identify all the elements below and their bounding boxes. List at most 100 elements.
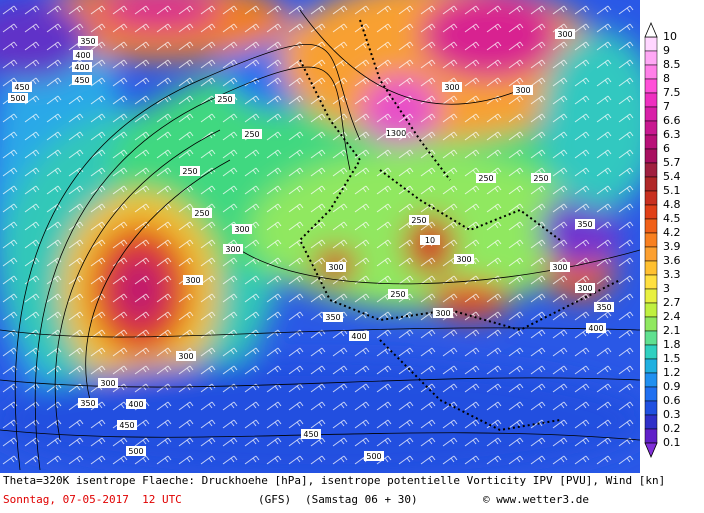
contour-label: 500 [366,452,381,461]
legend-swatch [644,414,658,430]
legend-label: 0.9 [663,380,681,393]
legend-label: 1.2 [663,366,681,379]
legend-label: 3 [663,282,670,295]
contour-label: 450 [303,430,318,439]
contour-label-bg [72,62,92,72]
footer-credit: © www.wetter3.de [483,493,589,506]
legend-arrow-bottom [644,442,658,459]
contour-label-bg [364,451,384,461]
contour-label-bg [555,29,575,39]
contour-label: 300 [557,30,572,39]
legend-label: 6 [663,142,670,155]
footer-model: (GFS) [258,493,292,506]
legend-label: 4.2 [663,226,681,239]
legend-swatch [644,288,658,304]
legend-label: 6.6 [663,114,681,127]
legend-swatch [644,120,658,136]
legend-swatch [644,372,658,388]
legend-swatch [644,246,658,262]
contour-label-bg [594,302,614,312]
contour-label: 350 [80,37,95,46]
legend-swatch [644,64,658,80]
contour-label: 350 [577,220,592,229]
legend-label: 7 [663,100,670,113]
contour-label-bg [323,312,343,322]
contour-label-bg [180,166,200,176]
legend-label: 4.8 [663,198,681,211]
legend-swatch [644,428,658,444]
contour-label-bg [326,262,346,272]
legend-label: 7.5 [663,86,681,99]
legend-arrow-top [644,21,658,38]
contour-label: 400 [128,400,143,409]
contour-label-bg [242,129,262,139]
legend-swatch [644,344,658,360]
contour-label: 300 [178,352,193,361]
contour-label: 350 [80,399,95,408]
legend-swatch [644,148,658,164]
contour-label-bg [78,36,98,46]
contour-label: 400 [351,332,366,341]
contour-label-bg [192,208,212,218]
contour-label-bg [176,351,196,361]
legend-swatch [644,218,658,234]
contour-label: 250 [411,216,426,225]
legend-swatch [644,400,658,416]
legend-swatch [644,176,658,192]
legend-label: 2.1 [663,324,681,337]
contour-label-bg [454,254,474,264]
contour-label: 350 [596,303,611,312]
contour-label-bg [442,82,462,92]
legend-label: 0.6 [663,394,681,407]
legend-label: 3.9 [663,240,681,253]
contour-label: 500 [10,94,25,103]
contour-label-bg [531,173,551,183]
contour-label: 300 [456,255,471,264]
legend-swatch [644,316,658,332]
legend-label: 1.8 [663,338,681,351]
legend-swatch [644,36,658,52]
contour-label: 450 [14,83,29,92]
contour-label-bg [409,215,429,225]
contour-label: 250 [244,130,259,139]
contour-label: 10 [425,236,435,245]
legend-label: 9 [663,44,670,57]
legend-label: 2.7 [663,296,681,309]
legend-label: 5.4 [663,170,681,183]
contour-label: 300 [328,263,343,272]
footer-run: (Samstag 06 + 30) [305,493,418,506]
legend-label: 8.5 [663,58,681,71]
contour-label: 500 [128,447,143,456]
contour-label: 1300 [386,129,406,138]
contour-label-bg [12,82,32,92]
footer-date: Sonntag, 07-05-2017 12 UTC [3,493,182,506]
legend-swatch [644,134,658,150]
legend-swatch [644,330,658,346]
contour-label: 250 [217,95,232,104]
contour-label-bg [476,173,496,183]
contour-label-bg [433,308,453,318]
contour-label-bg [72,75,92,85]
contour-label-bg [586,323,606,333]
contour-label: 400 [588,324,603,333]
legend-swatch [644,302,658,318]
legend-swatch [644,162,658,178]
contour-label-bg [388,289,408,299]
contour-label-bg [117,420,137,430]
contour-label: 300 [444,83,459,92]
legend-label: 5.7 [663,156,681,169]
contour-label-bg [78,398,98,408]
contour-label: 300 [185,276,200,285]
legend-label: 0.2 [663,422,681,435]
legend-swatch [644,386,658,402]
contour-label-bg [8,93,28,103]
legend-swatch [644,358,658,374]
legend-label: 3.3 [663,268,681,281]
legend-swatch [644,260,658,276]
legend-swatch [644,78,658,94]
legend-swatch [644,50,658,66]
contour-label-bg [301,429,321,439]
contour-label: 350 [325,313,340,322]
